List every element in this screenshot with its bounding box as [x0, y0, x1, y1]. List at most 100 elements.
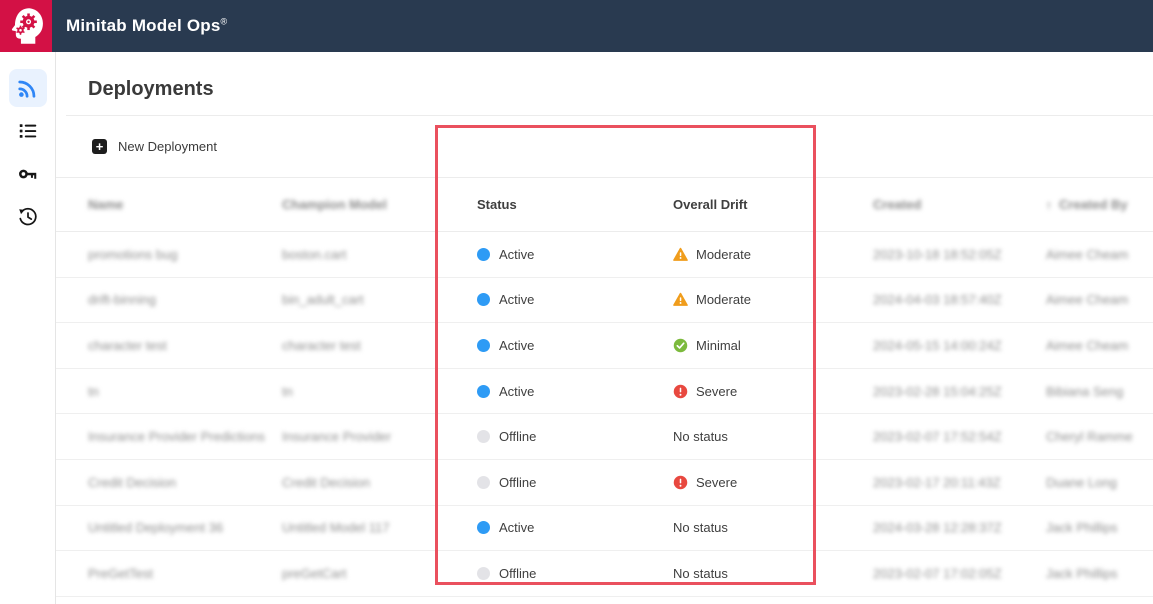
champion-model: character test [282, 337, 361, 353]
new-deployment-label: New Deployment [118, 139, 217, 154]
created-date: 2024-03-28 12:28:37Z [873, 520, 1002, 536]
history-icon [17, 206, 39, 228]
active-status-dot-icon [477, 384, 490, 398]
table-row[interactable]: promotions bug boston.cart Active Moderate 2… [56, 232, 1153, 278]
champion-model: Insurance Provider [282, 429, 392, 445]
column-header-champion-model[interactable]: Champion Model [282, 197, 387, 212]
status-label: Offline [499, 429, 537, 445]
drift-label: No status [673, 429, 728, 445]
drift-cell: No status [673, 520, 873, 535]
column-header-status[interactable]: Status [477, 197, 517, 212]
offline-status-dot-icon [477, 430, 490, 444]
created-date: 2023-10-18 18:52:05Z [873, 246, 1002, 262]
table-row[interactable]: Untitled Deployment 36 Untitled Model 117… [56, 506, 1153, 552]
status-cell: Active [477, 292, 673, 307]
drift-cell: Minimal [673, 338, 873, 353]
status-label: Active [499, 520, 535, 536]
created-by: Bibiana Seng [1046, 383, 1124, 399]
table-header-row: Name Champion Model Status Overall Drift… [56, 178, 1153, 232]
sidebar-item-keys[interactable] [9, 155, 47, 193]
champion-model: Untitled Model 117 [282, 520, 390, 536]
column-header-name[interactable]: Name [88, 197, 124, 212]
app-logo[interactable] [0, 0, 52, 52]
key-icon [17, 163, 39, 185]
drift-cell: No status [673, 429, 873, 444]
status-cell: Offline [477, 475, 673, 490]
error-circle-icon [673, 475, 688, 490]
status-label: Offline [499, 565, 537, 581]
created-by: Aimee Cheam [1046, 292, 1129, 308]
check-circle-icon [673, 338, 688, 353]
status-cell: Active [477, 247, 673, 262]
registered-mark: ® [220, 16, 228, 27]
table-body: promotions bug boston.cart Active Moderate 2… [56, 232, 1153, 597]
drift-label: No status [673, 565, 728, 581]
champion-model: bin_adult_cart [282, 292, 364, 308]
status-cell: Active [477, 384, 673, 399]
status-cell: Offline [477, 429, 673, 444]
rss-feed-icon [17, 77, 39, 99]
column-header-overall-drift[interactable]: Overall Drift [673, 197, 748, 212]
active-status-dot-icon [477, 247, 490, 261]
created-date: 2024-04-03 18:57:40Z [873, 292, 1002, 308]
status-label: Active [499, 383, 535, 399]
plus-icon: + [92, 139, 107, 154]
error-circle-icon [673, 384, 688, 399]
deployments-table: Name Champion Model Status Overall Drift… [56, 177, 1153, 597]
status-cell: Active [477, 338, 673, 353]
deployment-name: PreGetTest [88, 565, 154, 581]
page-title: Deployments [88, 78, 214, 100]
drift-label: Severe [696, 383, 738, 399]
active-status-dot-icon [477, 338, 490, 352]
drift-cell: No status [673, 566, 873, 581]
sidebar [0, 52, 56, 604]
sidebar-item-list[interactable] [9, 112, 47, 150]
column-header-created[interactable]: Created [873, 197, 922, 212]
status-cell: Offline [477, 566, 673, 581]
champion-model: boston.cart [282, 246, 347, 262]
drift-label: Minimal [696, 337, 741, 353]
divider [66, 115, 1153, 116]
brain-gear-logo-icon [4, 4, 48, 48]
table-row[interactable]: tn tn Active Severe 2023-02-28 15:04:25Z Bibi… [56, 369, 1153, 415]
deployment-name: Insurance Provider Predictions [88, 429, 266, 445]
created-date: 2024-05-15 14:00:24Z [873, 337, 1002, 353]
table-row[interactable]: drift-binning bin_adult_cart Active Moderat… [56, 278, 1153, 324]
table-row[interactable]: character test character test Active Minima… [56, 323, 1153, 369]
sidebar-item-history[interactable] [9, 198, 47, 236]
active-status-dot-icon [477, 293, 490, 307]
list-icon [17, 120, 39, 142]
created-date: 2023-02-07 17:02:05Z [873, 565, 1002, 581]
created-date: 2023-02-07 17:52:54Z [873, 429, 1002, 445]
deployment-name: tn [88, 383, 99, 399]
sidebar-item-deployments[interactable] [8, 69, 47, 107]
status-label: Active [499, 337, 535, 353]
drift-cell: Severe [673, 384, 873, 399]
created-by: Jack Phillips [1046, 565, 1118, 581]
drift-cell: Severe [673, 475, 873, 490]
drift-label: Moderate [696, 246, 751, 262]
new-deployment-button[interactable]: + New Deployment [92, 139, 217, 154]
table-row[interactable]: Insurance Provider Predictions Insurance … [56, 414, 1153, 460]
active-status-dot-icon [477, 521, 490, 535]
created-by: Duane Long [1046, 474, 1117, 490]
deployment-name: Untitled Deployment 36 [88, 520, 224, 536]
created-by: Aimee Cheam [1046, 246, 1129, 262]
main-content: Deployments + New Deployment Name Champi… [56, 52, 1153, 604]
status-label: Active [499, 246, 535, 262]
champion-model: Credit Decision [282, 474, 371, 490]
drift-label: No status [673, 520, 728, 536]
created-date: 2023-02-28 15:04:25Z [873, 383, 1002, 399]
drift-cell: Moderate [673, 247, 873, 262]
created-by: Jack Phillips [1046, 520, 1118, 536]
offline-status-dot-icon [477, 566, 490, 580]
sort-ascending-icon: ↑ [1046, 197, 1052, 212]
status-label: Active [499, 292, 535, 308]
drift-label: Severe [696, 474, 738, 490]
table-row[interactable]: Credit Decision Credit Decision Offline Sev… [56, 460, 1153, 506]
column-header-created-by[interactable]: ↑ Created By [1046, 197, 1128, 212]
champion-model: tn [282, 383, 293, 399]
deployment-name: promotions bug [88, 246, 178, 262]
table-row[interactable]: PreGetTest preGetCart Offline No status 2023… [56, 551, 1153, 597]
deployment-name: drift-binning [88, 292, 156, 308]
